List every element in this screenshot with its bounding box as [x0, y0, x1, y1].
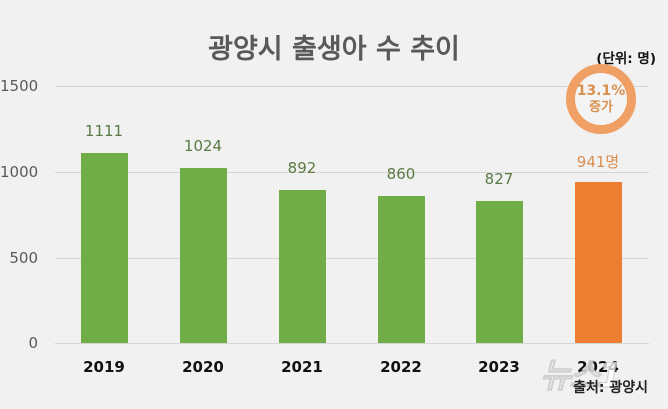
ytick-500: 500 — [9, 249, 38, 267]
value-label-2024: 941명 — [576, 152, 620, 171]
increase-percent: 13.1% — [576, 82, 626, 99]
gridline-1000 — [55, 172, 649, 173]
value-label-2020: 1024 — [183, 136, 223, 155]
value-label-2023: 827 — [484, 170, 514, 189]
increase-ring-annotation: 13.1% 증가 — [566, 64, 636, 134]
ytick-0: 0 — [28, 334, 38, 352]
bar-2023 — [475, 201, 523, 343]
chart-title: 광양시 출생아 수 추이 — [208, 34, 460, 65]
xlabel-2022: 2022 — [380, 358, 422, 376]
gridline-500 — [55, 258, 649, 259]
xlabel-2020: 2020 — [182, 358, 224, 376]
value-label-2022: 860 — [386, 164, 416, 183]
value-label-2019: 1111 — [84, 121, 124, 140]
xlabel-2024: 2024 — [577, 358, 619, 376]
increase-label: 증가 — [589, 99, 613, 115]
bar-2022 — [377, 195, 425, 343]
xlabel-2019: 2019 — [83, 358, 125, 376]
bar-2019 — [80, 152, 128, 343]
ytick-1500: 1500 — [0, 77, 39, 95]
gridline-0 — [55, 343, 649, 344]
bar-2021 — [278, 190, 326, 343]
source-note: 출처: 광양시 — [573, 380, 648, 396]
bar-2020 — [179, 167, 227, 343]
value-label-2021: 892 — [287, 159, 317, 178]
ytick-1000: 1000 — [0, 163, 39, 181]
xlabel-2023: 2023 — [478, 358, 520, 376]
xlabel-2021: 2021 — [281, 358, 323, 376]
gridline-1500 — [55, 86, 649, 87]
bar-2024 — [574, 181, 622, 343]
unit-note: (단위: 명) — [596, 51, 656, 67]
watermark-logo: 뉴스1 — [539, 356, 622, 397]
